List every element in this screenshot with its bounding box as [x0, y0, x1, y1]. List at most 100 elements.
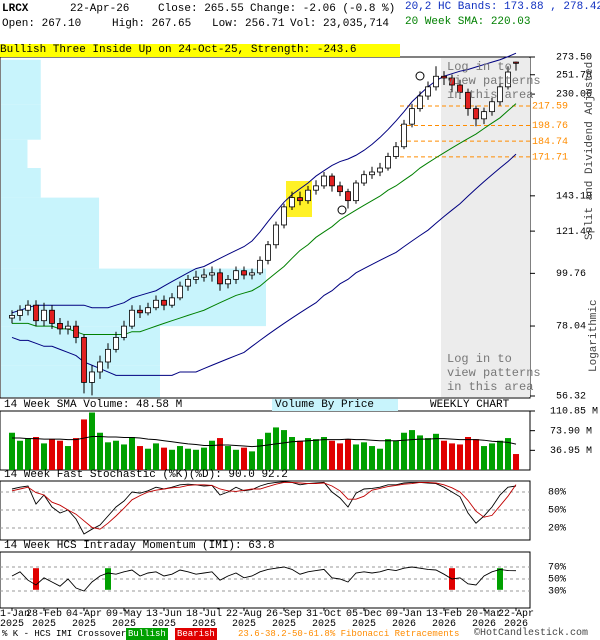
close: Close: 265.55 [158, 3, 244, 15]
volume-by-price-bar [1, 104, 41, 140]
candle-body [385, 156, 391, 169]
candle-body [33, 304, 39, 322]
candle-body [465, 91, 471, 110]
candle-body [497, 86, 503, 103]
bullish-signal [497, 568, 503, 590]
x-tick-label: 13-Jun 2025 [145, 609, 182, 630]
x-tick-label: 31-Oct 2025 [305, 609, 342, 630]
candle-body [289, 197, 295, 208]
volume-bar [473, 439, 479, 470]
candle-body [369, 171, 375, 176]
volume-bar [17, 440, 23, 470]
band-line [12, 103, 517, 336]
volume-bar [449, 443, 455, 470]
y-tick-label: 73.90 M [550, 426, 592, 437]
candle-body [225, 278, 231, 285]
volume-bar [225, 446, 231, 470]
candle-body [161, 299, 167, 306]
volume-bar [217, 438, 223, 470]
volume-bar [177, 446, 183, 470]
y-tick-label: 56.32 [556, 392, 586, 403]
candle-body [417, 95, 423, 110]
candle-body [9, 315, 15, 319]
login-note: Log in to view patterns in this area [447, 352, 541, 394]
candle-body [129, 309, 135, 327]
volume-bar [505, 438, 511, 470]
pattern-marker [415, 71, 425, 81]
candle-body [105, 348, 111, 363]
volume-bar [345, 439, 351, 470]
volume-bar [273, 427, 279, 470]
candle-body [297, 197, 303, 202]
volume-by-price-bar [1, 59, 41, 105]
volume-bar [377, 448, 383, 470]
x-tick-label: 09-Jan 2026 [385, 609, 422, 630]
band-line [11, 153, 517, 376]
volume-bar [425, 438, 431, 470]
volume-bar [465, 437, 471, 470]
volume-bar [337, 443, 343, 470]
volume-bar [25, 438, 31, 470]
candle-body [329, 175, 335, 187]
vbp-label: Volume By Price [275, 399, 375, 411]
candle-body [97, 361, 103, 373]
side-label: Split and Dividend Adjusted [584, 61, 596, 240]
candle-body [457, 84, 463, 93]
candle-body [265, 244, 271, 261]
volume-bar [185, 448, 191, 470]
candle-body [233, 270, 239, 280]
x-tick-label: 18-Jul 2025 [185, 609, 222, 630]
volume-by-price-bar [1, 235, 100, 269]
volume-bar [433, 433, 439, 470]
volume-bar [409, 430, 415, 470]
y-tick-label: 143.19 [556, 191, 592, 202]
candle-body [25, 304, 31, 311]
candle-body [425, 86, 431, 97]
volume-bar [489, 443, 495, 470]
fib-label: 171.71 [532, 152, 568, 163]
candle-body [313, 185, 319, 191]
sma: 20 Week SMA: 220.03 [405, 16, 531, 28]
volume-bar [73, 438, 79, 470]
bands: 20,2 HC Bands: 173.88 , 278.42 [405, 1, 600, 13]
volume-bar [193, 449, 199, 470]
volume-bar [201, 447, 207, 470]
locked-region [441, 58, 530, 397]
candle-body [41, 309, 47, 322]
volume-bar [145, 448, 151, 470]
volume-bar [137, 446, 143, 470]
candle-body [321, 175, 327, 187]
candle-body [433, 75, 439, 88]
fib-label: 184.74 [532, 137, 568, 148]
x-tick-label: 09-May 2025 [105, 609, 142, 630]
y-tick-label: 78.04 [556, 322, 586, 333]
volume-bar [457, 444, 463, 470]
candle-body [305, 189, 311, 202]
candle-body [217, 272, 223, 285]
high: High: 267.65 [112, 18, 192, 30]
x-tick-label: 28-Feb 2025 [25, 609, 62, 630]
volume-bar [169, 449, 175, 470]
candle-body [145, 307, 151, 314]
volume-bar [81, 419, 87, 470]
volume-bar [241, 447, 247, 470]
volume-bar [265, 432, 271, 470]
vbp-label-bg [272, 399, 398, 411]
bearish-signal [33, 568, 39, 590]
x-tick-label: 05-Dec 2025 [345, 609, 382, 630]
y-tick-label: 273.50 [556, 53, 592, 64]
pattern-marker [337, 205, 347, 215]
x-tick-label: 22-Apr 2026 [497, 609, 534, 630]
candle-body [137, 309, 143, 314]
bullish-key: Bullish [126, 628, 168, 640]
fib-label: 198.76 [532, 121, 568, 132]
volume-bar [57, 440, 63, 470]
candle-body [169, 297, 175, 306]
candle-body [281, 206, 287, 226]
candle-body [185, 278, 191, 287]
candle-body [489, 101, 495, 113]
volume-bar [257, 439, 263, 470]
candle-body [393, 146, 399, 157]
volume-bar [401, 432, 407, 470]
